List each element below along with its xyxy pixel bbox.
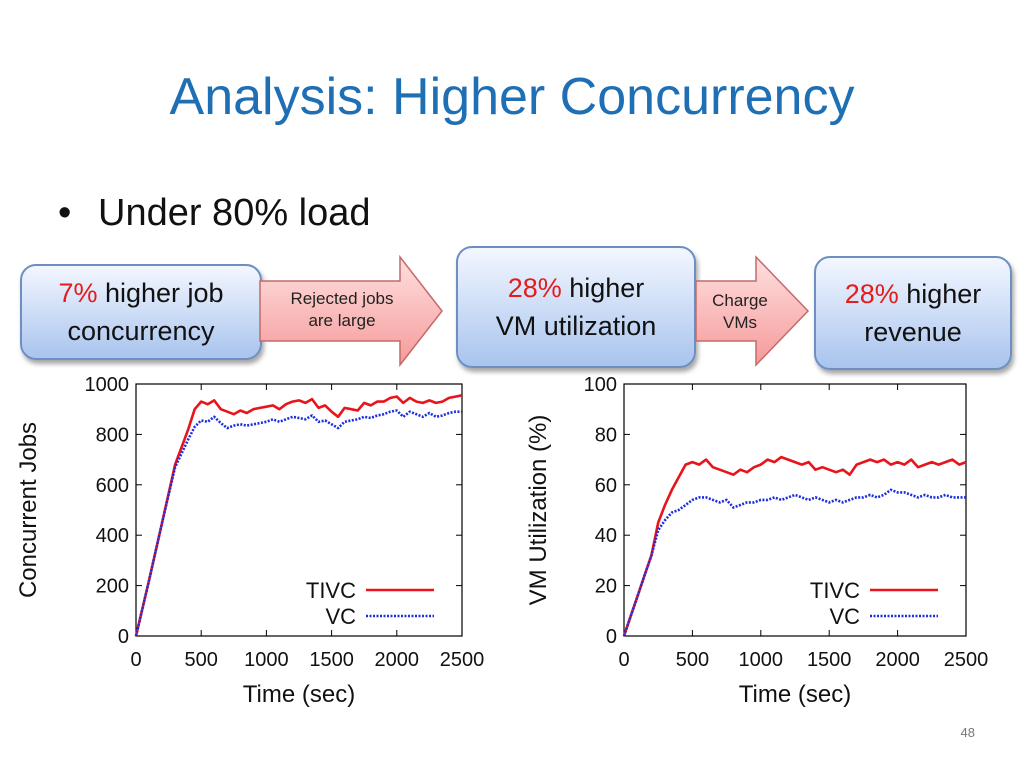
bullet-dot-icon: •: [58, 192, 72, 234]
chart1-series-vc-line: [134, 409, 462, 637]
chart1-ytick-label: 800: [96, 424, 129, 446]
flow-arrow-1: [259, 255, 443, 367]
chart1-ytick-label: 400: [96, 525, 129, 547]
chart1-xtick-label: 1500: [309, 649, 354, 671]
chart2-xtick-label: 0: [618, 649, 629, 671]
arrow-1-label-line2: are large: [308, 311, 376, 330]
chart1-series-tivc-line: [134, 394, 463, 637]
page-number: 48: [960, 725, 975, 740]
chart2-xtick-label: 1500: [807, 649, 852, 671]
chart1-ytick-label: 1000: [85, 374, 130, 396]
box2-line2: VM utilization: [495, 311, 657, 341]
chart2-xtick-label: 1000: [739, 649, 784, 671]
chart2-yaxis-label: VM Utilization (%): [525, 415, 552, 606]
chart2-series-vc-line: [622, 488, 966, 637]
chart2-ytick-label: 100: [584, 374, 617, 396]
chart1-xtick-label: 500: [185, 649, 218, 671]
box3-highlight: 28%: [844, 279, 899, 309]
arrow-1-label-line1: Rejected jobs: [290, 289, 394, 308]
bullet-text: Under 80% load: [98, 192, 371, 234]
arrow-2-label-line2: VMs: [723, 313, 757, 332]
box2-line1: 28% higher: [458, 269, 694, 307]
box3-line1: 28% higher: [816, 275, 1010, 313]
box3-line2: revenue: [864, 317, 962, 347]
chart1-ytick-label: 200: [96, 576, 129, 598]
flow-box-vm-utilization: 28% higher VM utilization: [456, 246, 696, 368]
chart1-xtick-label: 0: [130, 649, 141, 671]
chart1-ytick-label: 600: [96, 475, 129, 497]
chart2-xaxis-label: Time (sec): [739, 681, 851, 708]
chart1-xtick-label: 1000: [244, 649, 289, 671]
arrow-2-label: Charge VMs: [696, 290, 784, 334]
chart1-legend-label-vc: VC: [325, 604, 356, 629]
chart2-plot-frame: [623, 383, 967, 637]
chart2-legend-label-vc: VC: [829, 604, 860, 629]
chart1-xaxis-label: Time (sec): [243, 681, 355, 708]
chart2-xtick-label: 500: [676, 649, 709, 671]
box2-line1-text: higher: [561, 273, 645, 303]
chart2-ytick-label: 60: [595, 475, 617, 497]
box1-line2: concurrency: [67, 316, 215, 346]
chart2-xtick-label: 2000: [875, 649, 920, 671]
box1-line1-text: higher job: [97, 278, 224, 308]
chart1-plot-frame: [135, 383, 463, 637]
box1-highlight: 7%: [58, 278, 98, 308]
chart1-yaxis-label: Concurrent Jobs: [15, 422, 42, 598]
box3-line1-text: higher: [898, 279, 982, 309]
arrow-1-label: Rejected jobs are large: [262, 288, 422, 332]
arrow-1-shape: [259, 255, 443, 367]
bullet-item: • Under 80% load: [58, 188, 371, 238]
chart2-ytick-label: 20: [595, 576, 617, 598]
arrow-2-label-line1: Charge: [712, 291, 768, 310]
flow-arrow-2: [695, 255, 810, 367]
chart1-xtick-label: 2000: [375, 649, 420, 671]
slide-title: Analysis: Higher Concurrency: [169, 68, 855, 126]
chart2-legend-label-tivc: TIVC: [810, 578, 860, 603]
box2-highlight: 28%: [507, 273, 562, 303]
concurrent-jobs-chart: 0 200 400 600 800 1000 0 500 1000 1500 2000 2500 Tim…: [15, 374, 485, 708]
arrow-2-shape: [695, 255, 810, 367]
flow-box-revenue: 28% higher revenue: [814, 256, 1012, 370]
chart2-ytick-label: 80: [595, 424, 617, 446]
chart2-ytick-label: 40: [595, 525, 617, 547]
chart1-ytick-label: 0: [118, 626, 129, 648]
chart1-xtick-label: 2500: [440, 649, 485, 671]
chart2-ytick-label: 0: [606, 626, 617, 648]
flow-box-job-concurrency: 7% higher job concurrency: [20, 264, 262, 360]
box1-line1: 7% higher job: [22, 274, 260, 312]
chart1-legend-label-tivc: TIVC: [306, 578, 356, 603]
chart2-xtick-label: 2500: [944, 649, 989, 671]
chart2-series-tivc-line: [622, 455, 967, 637]
